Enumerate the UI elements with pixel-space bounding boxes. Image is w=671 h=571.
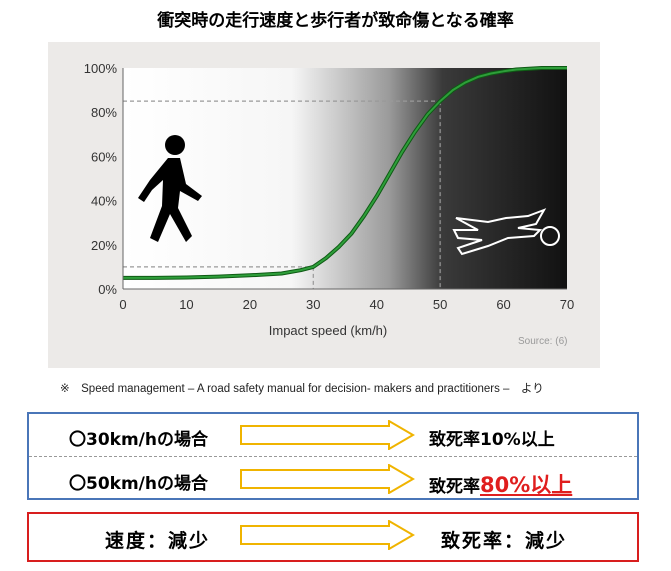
comparison-row-50: 〇50km/hの場合 致死率80%以上 xyxy=(29,458,637,500)
row-result-50-prefix: 致死率 xyxy=(429,477,480,497)
summary-box: 速度：減少 致死率：減少 xyxy=(27,512,639,562)
y-tick-label: 100% xyxy=(84,61,118,76)
x-tick-label: 50 xyxy=(433,297,447,312)
y-tick-label: 20% xyxy=(91,238,117,253)
y-tick-label: 40% xyxy=(91,194,117,209)
x-tick-label: 60 xyxy=(496,297,510,312)
right-arrow-icon xyxy=(240,420,415,450)
row-result-50-highlight: 80%以上 xyxy=(480,473,573,497)
row-result-30: 致死率10%以上 xyxy=(429,425,555,450)
page-title: 衝突時の走行速度と歩行者が致命傷となる確率 xyxy=(157,11,514,31)
chart-source: Source: (6) xyxy=(518,336,568,347)
series-line-0 xyxy=(123,67,567,279)
x-axis-label: Impact speed (km/h) xyxy=(269,323,388,338)
comparison-row-30: 〇30km/hの場合 致死率10%以上 xyxy=(29,414,637,456)
x-tick-label: 70 xyxy=(560,297,574,312)
speed-comparison-box: 〇30km/hの場合 致死率10%以上 〇50km/hの場合 致死率80%以上 xyxy=(27,412,639,500)
x-tick-label: 30 xyxy=(306,297,320,312)
summary-left: 速度：減少 xyxy=(105,530,211,552)
row-label-50: 〇50km/hの場合 xyxy=(69,474,208,494)
x-tick-label: 20 xyxy=(243,297,257,312)
chart-panel: 0% 20% 40% 60% 80% 100% 0 10 20 30 40 50 60 70 Impact … xyxy=(48,42,600,368)
row-result-50: 致死率80%以上 xyxy=(429,469,572,499)
right-arrow-icon xyxy=(240,520,415,550)
walking-pedestrian-icon xyxy=(138,135,202,242)
row-label-30: 〇30km/hの場合 xyxy=(69,430,208,450)
row-result-30-text: 致死率10%以上 xyxy=(429,430,555,450)
summary-right: 致死率：減少 xyxy=(441,530,568,552)
y-tick-label: 80% xyxy=(91,105,117,120)
fallen-pedestrian-icon xyxy=(452,208,560,256)
plot-background xyxy=(123,68,567,289)
right-arrow-icon xyxy=(240,464,415,494)
y-tick-label: 0% xyxy=(98,282,117,297)
fatality-curve-chart: 0% 20% 40% 60% 80% 100% 0 10 20 30 40 50 60 70 Impact … xyxy=(84,61,574,338)
source-note: ※ Speed management – A road safety manua… xyxy=(60,383,544,395)
y-tick-label: 60% xyxy=(91,149,117,164)
x-tick-label: 40 xyxy=(369,297,383,312)
x-tick-label: 0 xyxy=(119,297,126,312)
row-divider xyxy=(29,456,637,457)
x-tick-label: 10 xyxy=(179,297,193,312)
